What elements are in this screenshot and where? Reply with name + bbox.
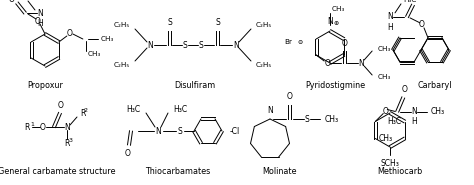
- Text: N: N: [411, 107, 417, 116]
- Text: N: N: [233, 41, 239, 50]
- Text: CH₃: CH₃: [377, 46, 391, 52]
- Text: O: O: [58, 101, 64, 110]
- Text: S: S: [305, 115, 310, 124]
- Text: H₃C: H₃C: [388, 117, 402, 126]
- Text: CH₃: CH₃: [88, 51, 101, 57]
- Text: Methiocarb: Methiocarb: [377, 166, 423, 176]
- Text: S: S: [199, 41, 203, 50]
- Text: O: O: [419, 20, 425, 29]
- Text: O: O: [40, 122, 46, 132]
- Text: 1: 1: [30, 122, 34, 127]
- Text: N: N: [327, 17, 333, 26]
- Text: S: S: [168, 18, 173, 27]
- Text: C₂H₅: C₂H₅: [256, 22, 272, 28]
- Text: N: N: [267, 106, 273, 115]
- Text: O: O: [341, 39, 347, 48]
- Text: H₃C: H₃C: [403, 0, 416, 3]
- Text: 3: 3: [69, 137, 73, 142]
- Text: S: S: [216, 18, 220, 27]
- Text: Br: Br: [284, 39, 292, 45]
- Text: General carbamate structure: General carbamate structure: [0, 166, 116, 176]
- Text: R: R: [25, 122, 30, 132]
- Text: CH₃: CH₃: [430, 107, 445, 116]
- Text: R: R: [80, 110, 85, 119]
- Text: -Cl: -Cl: [230, 127, 240, 135]
- Text: Molinate: Molinate: [263, 166, 297, 176]
- Text: SCH₃: SCH₃: [381, 159, 400, 168]
- Text: S: S: [178, 127, 182, 135]
- Text: R: R: [64, 139, 70, 147]
- Text: N: N: [155, 127, 161, 135]
- Text: H: H: [37, 19, 43, 28]
- Text: Propoxur: Propoxur: [27, 80, 63, 90]
- Text: N: N: [147, 41, 153, 50]
- Text: C₂H₅: C₂H₅: [114, 22, 130, 28]
- Text: C₂H₅: C₂H₅: [256, 62, 272, 68]
- Text: O: O: [9, 0, 15, 4]
- Text: Carbaryl: Carbaryl: [418, 80, 452, 90]
- Text: H₃C: H₃C: [173, 105, 187, 114]
- Text: CH₃: CH₃: [325, 115, 339, 124]
- Text: O: O: [383, 107, 388, 116]
- Text: ⊕: ⊕: [333, 21, 338, 26]
- Text: ⊖: ⊖: [297, 40, 302, 45]
- Text: N: N: [387, 12, 393, 21]
- Text: Thiocarbamates: Thiocarbamates: [146, 166, 210, 176]
- Text: CH₃: CH₃: [377, 74, 391, 80]
- Text: C₂H₅: C₂H₅: [114, 62, 130, 68]
- Text: O: O: [415, 0, 421, 2]
- Text: Disulfiram: Disulfiram: [174, 80, 216, 90]
- Text: CH₃: CH₃: [378, 134, 392, 143]
- Text: CH₃: CH₃: [332, 6, 346, 12]
- Text: N: N: [358, 58, 364, 68]
- Text: 2: 2: [84, 108, 88, 114]
- Text: N: N: [37, 9, 43, 18]
- Text: O: O: [401, 85, 407, 95]
- Text: Pyridostigmine: Pyridostigmine: [305, 80, 365, 90]
- Text: CH₃: CH₃: [101, 36, 114, 42]
- Text: O: O: [125, 149, 131, 158]
- Text: O: O: [287, 92, 293, 101]
- Text: H: H: [387, 23, 393, 32]
- Text: O: O: [324, 58, 330, 68]
- Text: H₃C: H₃C: [126, 105, 140, 114]
- Text: O: O: [67, 29, 73, 38]
- Text: H: H: [411, 117, 417, 127]
- Text: N: N: [64, 122, 70, 132]
- Text: S: S: [182, 41, 187, 50]
- Text: O: O: [35, 16, 41, 26]
